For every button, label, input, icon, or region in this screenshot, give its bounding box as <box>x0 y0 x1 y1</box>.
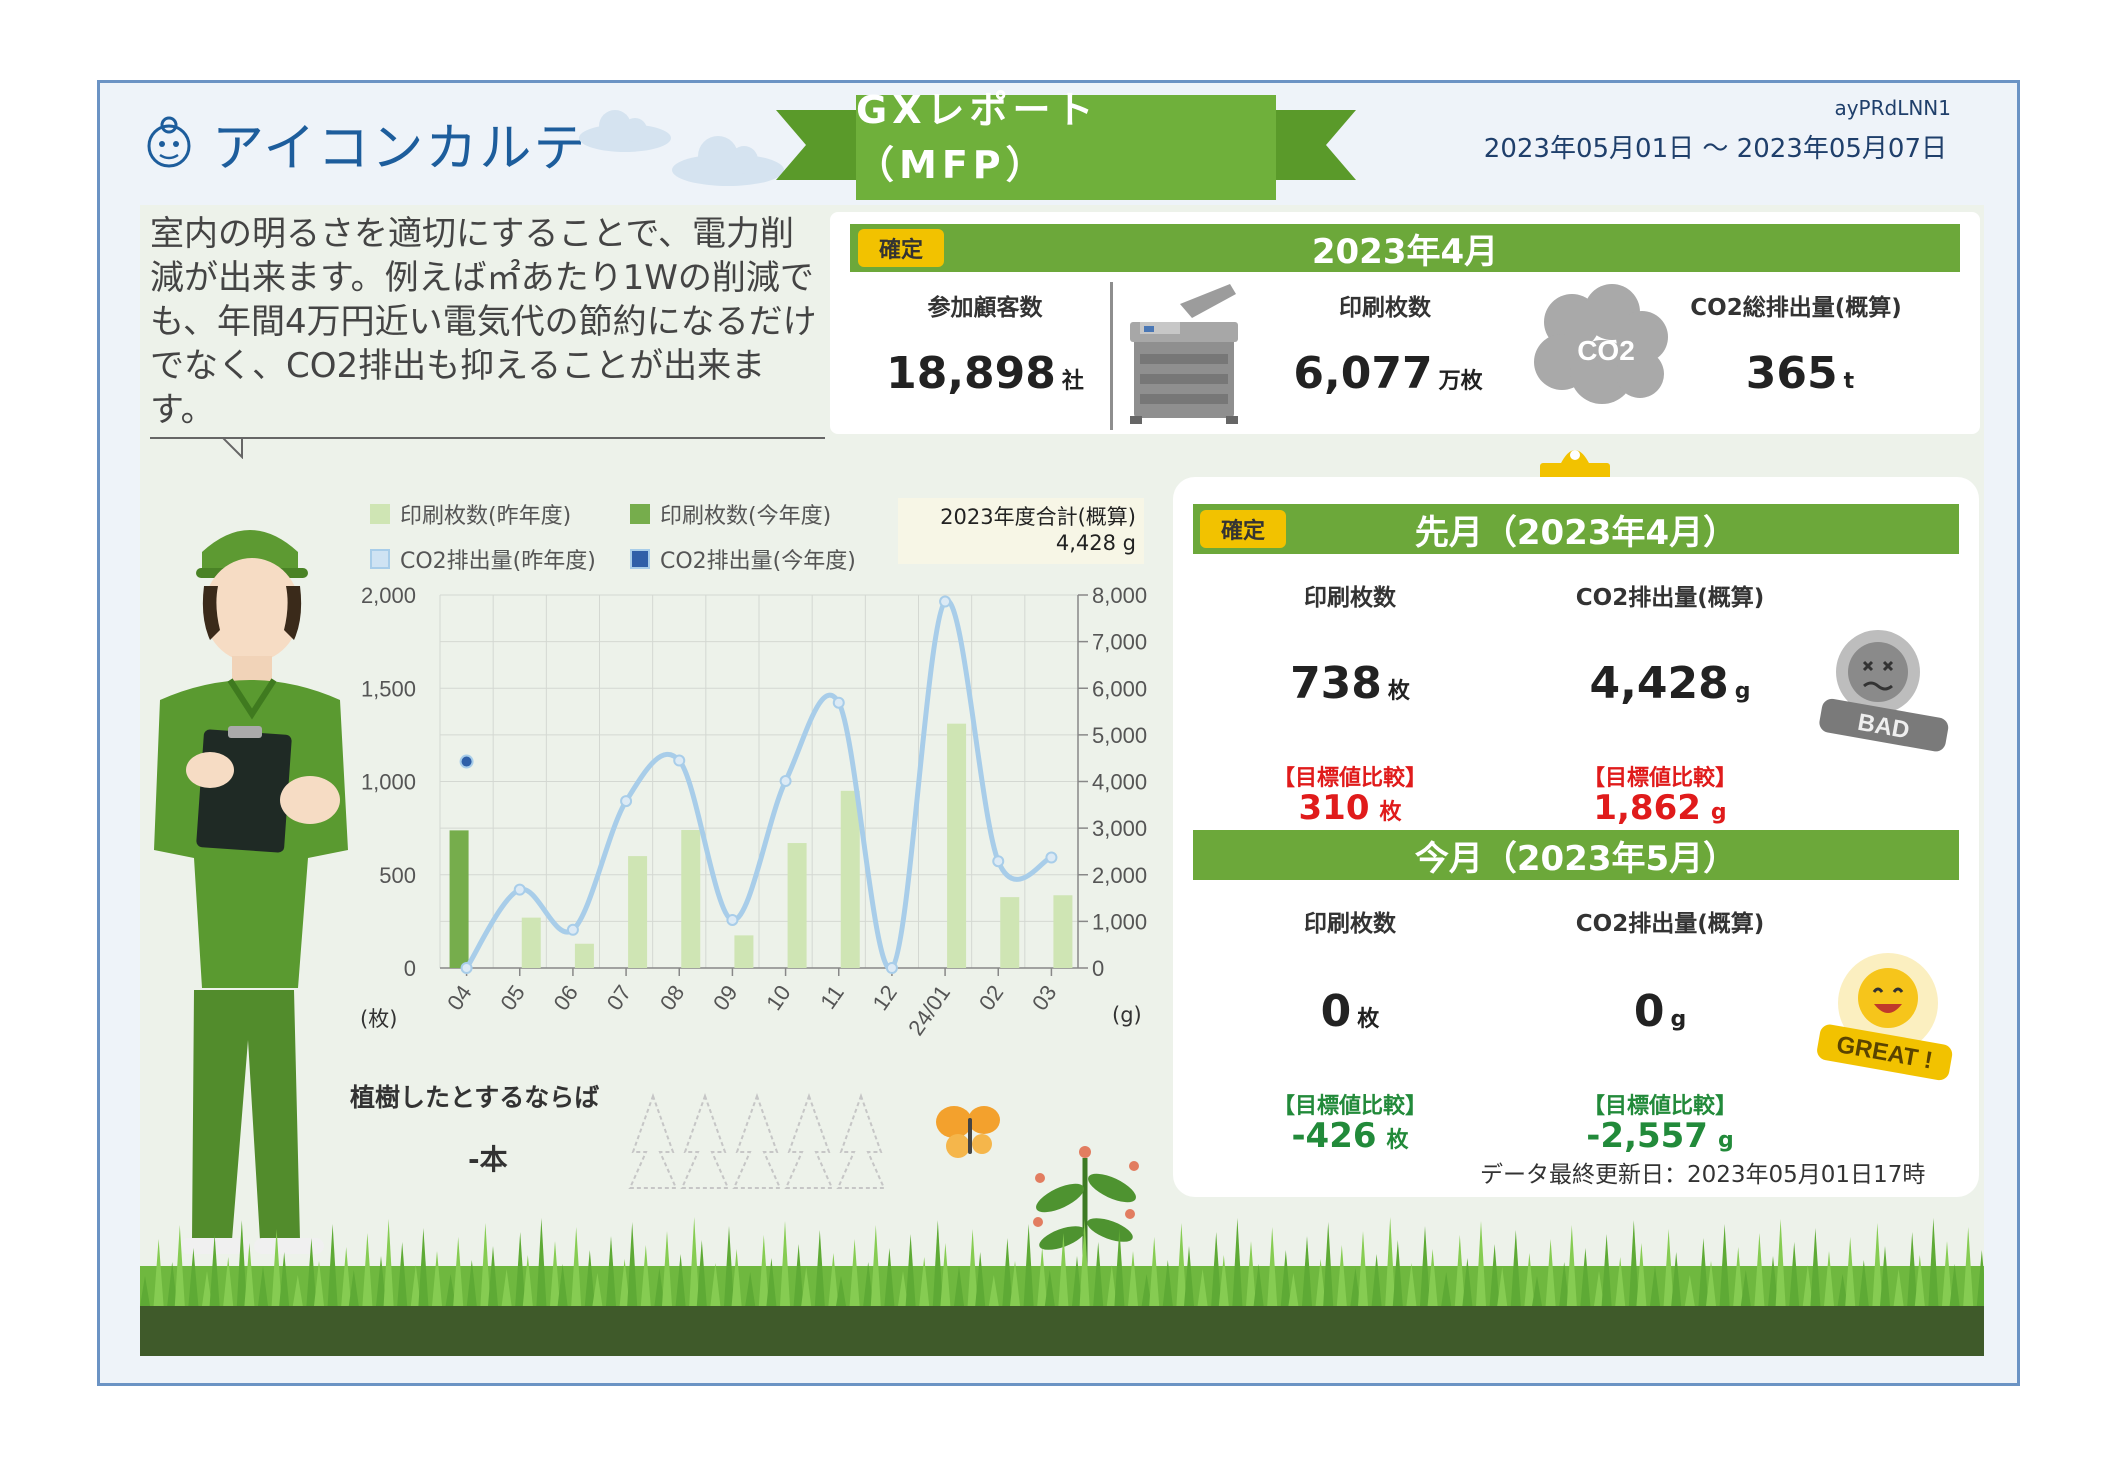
prints-label: 印刷枚数 <box>1339 295 1431 321</box>
svg-text:CO2: CO2 <box>1577 335 1635 366</box>
last-co2-compare-label: 【目標値比較】 <box>1582 766 1737 791</box>
this-co2-diff: -2,557 g <box>1586 1116 1734 1156</box>
last-co2-diff: 1,862 g <box>1593 788 1727 828</box>
y-left-unit: (枚) <box>360 1007 398 1031</box>
customers-label: 参加顧客数 <box>927 295 1043 321</box>
annual-total-value: 4,428 g <box>1055 531 1136 555</box>
confirmed-badge: 確定 <box>858 229 944 267</box>
tree-outline-icons <box>628 1093 886 1189</box>
cloud-icon <box>579 110 671 152</box>
prints-value: 6,077 万枚 <box>1293 348 1483 399</box>
clip-icon <box>1540 450 1610 481</box>
last-prints-label: 印刷枚数 <box>1304 585 1396 611</box>
app-logo: アイコンカルテ <box>140 106 587 181</box>
grass-ground <box>140 1217 1984 1356</box>
summary-month: 2023年4月 <box>1311 231 1499 272</box>
last-co2-label: CO2排出量(概算) <box>1575 585 1765 611</box>
report-period: 2023年05月01日 〜 2023年05月07日 <box>1483 134 1947 164</box>
confirmed-badge: 確定 <box>1200 510 1286 548</box>
summary-header: 2023年4月 <box>850 224 1960 272</box>
last-co2-value: 4,428 g <box>1589 658 1751 709</box>
last-prints-diff: 310 枚 <box>1298 788 1402 828</box>
speech-tail <box>222 437 243 459</box>
y-right-unit: (g) <box>1112 1003 1142 1027</box>
this-co2-label: CO2排出量(概算) <box>1575 911 1765 937</box>
great-face-icon: GREAT ! <box>1817 953 1953 1081</box>
divider <box>1110 282 1113 430</box>
report-id: ayPRdLNN1 <box>1834 96 1951 120</box>
co2-total-value: 365 t <box>1745 348 1855 399</box>
last-month-header: 先月（2023年4月） <box>1193 504 1959 554</box>
printer-icon <box>1130 284 1238 424</box>
legend-co2-curr: CO2排出量(今年度) <box>630 543 856 575</box>
last-prints-value: 738 枚 <box>1290 658 1410 709</box>
plant-icon <box>1033 1146 1139 1278</box>
speech-text: 室内の明るさを適切にすることで、電力削減が出来ます。例えば㎡あたり1Wの削減でも… <box>150 214 817 430</box>
annual-total-label: 2023年度合計(概算) <box>940 505 1136 529</box>
tree-label: 植樹したとするならば <box>350 1083 600 1112</box>
legend-prints-curr: 印刷枚数(今年度) <box>630 498 831 530</box>
butterfly-icon <box>936 1106 1000 1158</box>
bad-face-icon: BAD <box>1819 630 1949 752</box>
report-title: GXレポート（MFP） <box>856 88 1099 187</box>
app-name: アイコンカルテ <box>212 119 588 179</box>
customers-value: 18,898 社 <box>886 348 1084 399</box>
last-prints-compare-label: 【目標値比較】 <box>1272 766 1427 791</box>
last-updated: データ最終更新日：2023年05月01日17時 <box>1480 1162 1926 1188</box>
cloud-icon <box>672 136 784 186</box>
worker-illustration <box>154 530 348 1254</box>
annual-total: 2023年度合計(概算) 4,428 g <box>898 498 1144 564</box>
co2-total-label: CO2総排出量(概算) <box>1690 295 1902 321</box>
this-prints-compare-label: 【目標値比較】 <box>1272 1094 1427 1119</box>
tree-count: -本 <box>468 1143 508 1176</box>
this-co2-compare-label: 【目標値比較】 <box>1582 1094 1737 1119</box>
legend-co2-prev: CO2排出量(昨年度) <box>370 543 596 575</box>
this-prints-diff: -426 枚 <box>1291 1116 1409 1156</box>
title-ribbon <box>776 95 1356 200</box>
this-month-header: 今月（2023年5月） <box>1193 830 1959 880</box>
karte-logo-icon <box>147 116 191 167</box>
speech-underline <box>150 437 825 439</box>
legend-prints-prev: 印刷枚数(昨年度) <box>370 498 571 530</box>
co2-cloud-icon: CO2 <box>1534 284 1668 404</box>
this-prints-label: 印刷枚数 <box>1304 911 1396 937</box>
